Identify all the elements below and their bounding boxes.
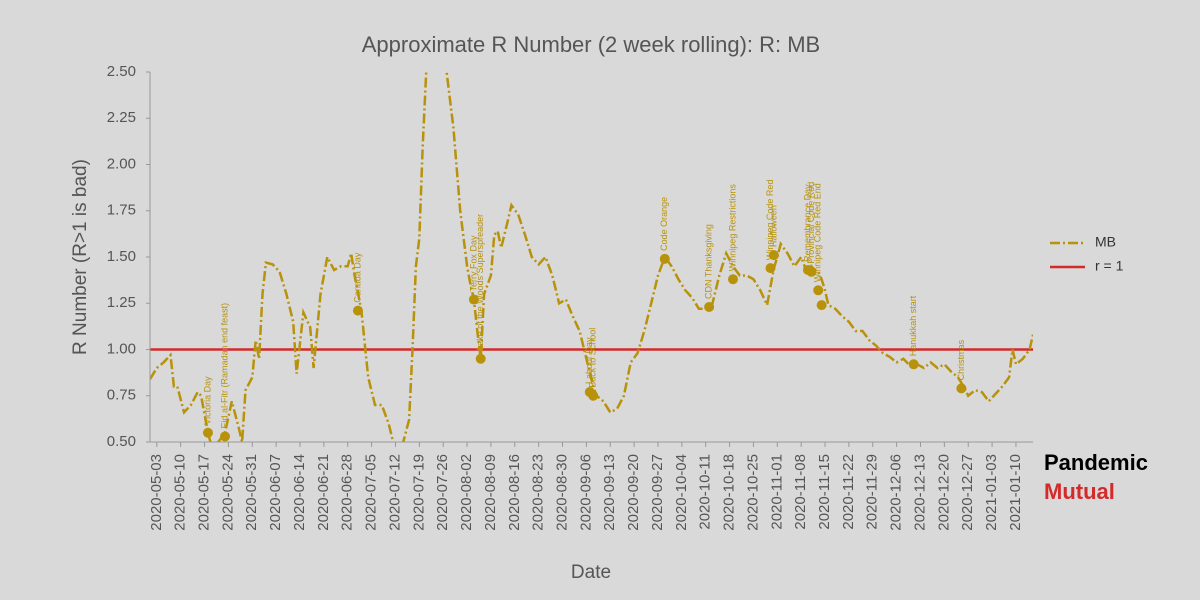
x-tick-label: 2020-10-04 bbox=[673, 454, 690, 531]
x-tick-label: 2020-08-16 bbox=[506, 454, 523, 531]
y-tick-label: 1.25 bbox=[107, 294, 136, 311]
x-tick-label: 2020-12-06 bbox=[888, 454, 905, 531]
x-tick-label: 2020-06-07 bbox=[267, 454, 284, 531]
event-marker bbox=[468, 294, 479, 305]
event-marker bbox=[816, 300, 827, 311]
y-tick-label: 0.75 bbox=[107, 387, 136, 404]
event-label: Winnipeg Restrictions bbox=[727, 184, 737, 272]
x-tick-label: 2020-12-13 bbox=[911, 454, 928, 531]
x-tick-label: 2020-07-26 bbox=[434, 454, 451, 531]
x-tick-label: 2020-07-19 bbox=[410, 454, 427, 531]
brand-text: Mutual bbox=[1044, 479, 1115, 504]
event-label: Canada Day bbox=[352, 252, 362, 303]
event-label: Code Orange bbox=[659, 197, 669, 251]
y-tick-label: 1.00 bbox=[107, 340, 136, 357]
y-tick-label: 2.00 bbox=[107, 155, 136, 172]
y-tick-label: 0.50 bbox=[107, 433, 136, 450]
event-marker bbox=[202, 427, 213, 438]
x-tick-label: 2020-05-31 bbox=[243, 454, 260, 531]
x-tick-label: 2020-05-03 bbox=[148, 454, 165, 531]
event-label: CDN Thanksgiving bbox=[703, 224, 713, 299]
legend-label: r = 1 bbox=[1095, 258, 1124, 274]
brand-text: Pandemic bbox=[1044, 450, 1148, 475]
x-tick-label: 2021-01-03 bbox=[983, 454, 1000, 531]
event-label: Victoria Day bbox=[202, 376, 212, 425]
x-tick-label: 2020-08-23 bbox=[530, 454, 547, 531]
x-axis-label: Date bbox=[571, 562, 611, 583]
x-tick-label: 2020-12-27 bbox=[959, 454, 976, 531]
x-tick-label: 2020-09-13 bbox=[601, 454, 618, 531]
x-tick-label: 2020-09-20 bbox=[625, 454, 642, 531]
event-label: Winnipeg Code Red bbox=[765, 180, 775, 261]
x-tick-label: 2020-09-06 bbox=[577, 454, 594, 531]
plot-area bbox=[150, 72, 1033, 442]
y-tick-label: 2.25 bbox=[107, 109, 136, 126]
event-label: Halloween bbox=[768, 205, 778, 247]
x-tick-label: 2020-07-05 bbox=[363, 454, 380, 531]
event-label: Remembrance Day bbox=[802, 184, 812, 262]
x-tick-label: 2020-11-29 bbox=[864, 454, 881, 530]
x-tick-label: 2021-01-10 bbox=[1007, 454, 1024, 531]
event-label: Christmas bbox=[956, 339, 966, 380]
event-label: Winnipeg Code Red End bbox=[813, 183, 823, 282]
chart-title: Approximate R Number (2 week rolling): R… bbox=[362, 32, 820, 57]
x-tick-label: 2020-06-14 bbox=[291, 454, 308, 531]
x-tick-label: 2020-10-18 bbox=[721, 454, 738, 531]
event-marker bbox=[704, 301, 715, 312]
event-label: Terry Fox Day bbox=[468, 235, 478, 292]
x-tick-label: 2020-10-11 bbox=[697, 454, 714, 530]
event-marker bbox=[727, 274, 738, 285]
x-tick-label: 2020-08-02 bbox=[458, 454, 475, 531]
event-label: Hanukkah start bbox=[908, 295, 918, 356]
y-tick-label: 1.75 bbox=[107, 202, 136, 219]
event-marker bbox=[806, 266, 817, 277]
x-tick-label: 2020-12-20 bbox=[935, 454, 952, 531]
x-tick-label: 2020-05-24 bbox=[219, 454, 236, 531]
data-line bbox=[150, 72, 1033, 442]
x-tick-label: 2020-11-15 bbox=[816, 454, 833, 530]
x-tick-label: 2020-07-12 bbox=[386, 454, 403, 531]
x-tick-label: 2020-05-17 bbox=[196, 454, 213, 531]
event-marker bbox=[813, 285, 824, 296]
event-marker bbox=[588, 390, 599, 401]
x-tick-label: 2020-08-09 bbox=[482, 454, 499, 531]
legend-label: MB bbox=[1095, 234, 1116, 250]
x-tick-label: 2020-08-30 bbox=[553, 454, 570, 531]
x-tick-label: 2020-11-01 bbox=[768, 454, 785, 530]
y-tick-label: 2.50 bbox=[107, 63, 136, 80]
event-marker bbox=[352, 305, 363, 316]
x-tick-label: 2020-11-08 bbox=[792, 454, 809, 530]
y-tick-label: 1.50 bbox=[107, 248, 136, 265]
event-marker bbox=[908, 359, 919, 370]
x-tick-label: 2020-10-25 bbox=[744, 454, 761, 531]
event-marker bbox=[768, 250, 779, 261]
event-label: Eid al-Fitr (Ramadan end feast) bbox=[219, 303, 229, 429]
x-tick-label: 2020-06-28 bbox=[339, 454, 356, 531]
y-axis-label: R Number (R>1 is bad) bbox=[70, 159, 91, 355]
event-marker bbox=[220, 431, 231, 442]
event-label: Lake of the Woods Superspreader bbox=[475, 214, 485, 351]
x-tick-label: 2020-05-10 bbox=[172, 454, 189, 531]
event-marker bbox=[956, 383, 967, 394]
x-tick-label: 2020-09-27 bbox=[649, 454, 666, 531]
event-marker bbox=[475, 353, 486, 364]
x-tick-label: 2020-06-21 bbox=[315, 454, 332, 531]
event-marker bbox=[765, 263, 776, 274]
event-label: Provincial Code Red bbox=[806, 182, 816, 264]
event-label: Labour Day bbox=[584, 337, 594, 384]
event-marker bbox=[659, 253, 670, 264]
x-tick-label: 2020-11-22 bbox=[840, 454, 857, 530]
event-label: Back to School bbox=[588, 328, 598, 388]
